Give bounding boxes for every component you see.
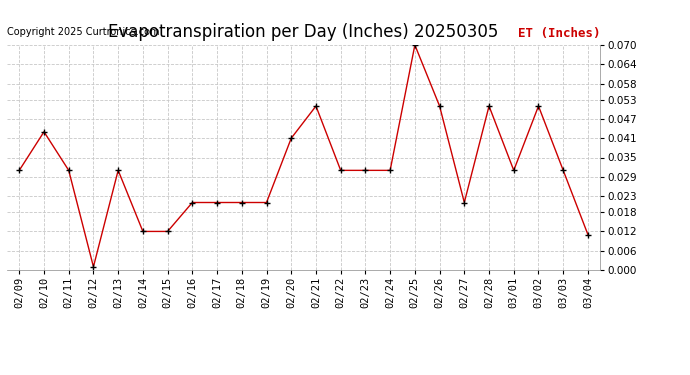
Text: ET (Inches): ET (Inches) (518, 27, 600, 40)
Text: Copyright 2025 Curtronics.com: Copyright 2025 Curtronics.com (7, 27, 159, 37)
Title: Evapotranspiration per Day (Inches) 20250305: Evapotranspiration per Day (Inches) 2025… (108, 22, 499, 40)
